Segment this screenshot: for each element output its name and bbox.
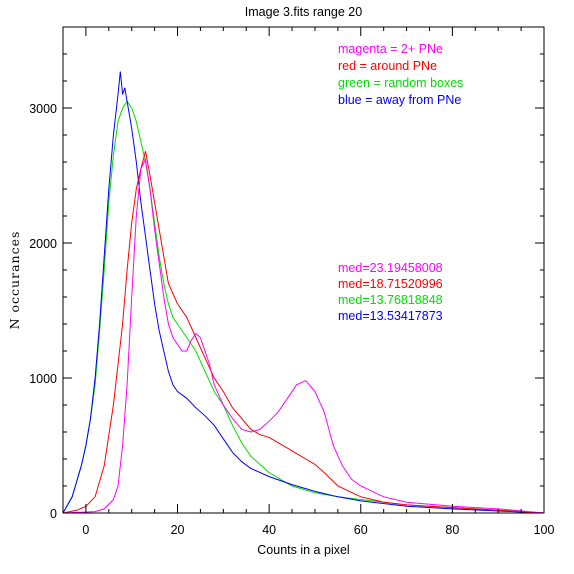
series-line-2 (62, 151, 545, 514)
x-tick-label: 80 (445, 523, 459, 537)
y-tick-label: 3000 (29, 102, 57, 116)
series-line-3 (62, 157, 545, 514)
median-annotation: med=23.19458008 (338, 261, 443, 275)
series-line-1 (62, 71, 545, 514)
x-axis-label: Counts in a pixel (257, 543, 349, 557)
legend-entry: blue = away from PNe (338, 93, 461, 107)
median-annotation: med=13.76818848 (338, 293, 443, 307)
legend-entry: green = random boxes (338, 76, 463, 90)
median-annotation: med=18.71520996 (338, 277, 443, 291)
x-tick-label: 20 (171, 523, 185, 537)
x-tick-label: 0 (82, 523, 89, 537)
y-axis-label: N occurances (7, 231, 22, 330)
median-annotations: med=23.19458008 med=18.71520996 med=13.768… (338, 261, 443, 323)
x-tick-label: 60 (354, 523, 368, 537)
legend: magenta = 2+ PNe red = around PNe green = … (338, 42, 463, 107)
chart-title: Image 3.fits range 20 (245, 5, 362, 19)
y-tick-label: 1000 (29, 372, 57, 386)
y-tick-label: 2000 (29, 237, 57, 251)
plot-frame (62, 26, 545, 514)
legend-entry: magenta = 2+ PNe (338, 42, 443, 56)
x-tick-label: 40 (262, 523, 276, 537)
x-tick-label: 100 (534, 523, 555, 537)
median-annotation: med=13.53417873 (338, 309, 443, 323)
y-tick-label: 0 (50, 507, 57, 521)
series-layer (62, 71, 545, 514)
legend-entry: red = around PNe (338, 59, 437, 73)
series-line-0 (62, 100, 545, 514)
